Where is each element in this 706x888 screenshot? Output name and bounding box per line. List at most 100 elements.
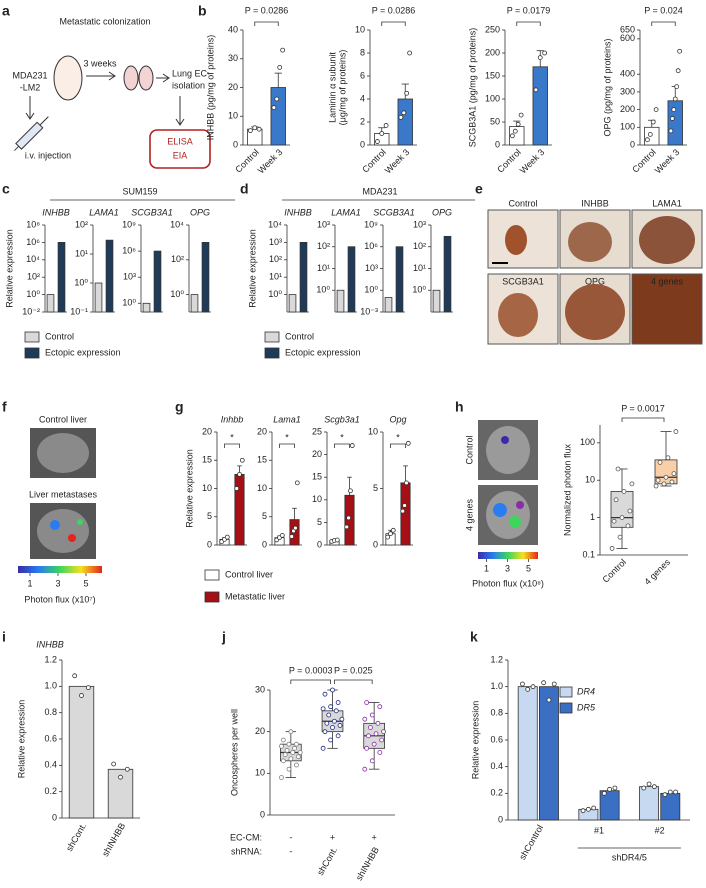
y-tick-label: 25 [312, 426, 322, 436]
y-tick-label: 2 [360, 116, 365, 126]
y-tick-label: 10⁹ [122, 219, 136, 229]
panel-label: g [175, 399, 184, 415]
data-point [601, 790, 607, 796]
y-tick-label: 0 [260, 809, 265, 819]
significance-bracket [334, 443, 350, 448]
significance-label: * [396, 432, 400, 442]
data-point [324, 720, 330, 726]
subplot-title: SCGB3A1 [131, 207, 173, 217]
data-point [368, 725, 373, 730]
data-point [346, 515, 351, 521]
bar [432, 289, 441, 313]
y-tick-label: 50 [490, 116, 500, 126]
data-point [292, 745, 297, 751]
signal [50, 520, 60, 530]
y-axis-label: Oncospheres per well [229, 709, 239, 796]
data-point [335, 700, 341, 705]
image-label: LAMA1 [652, 198, 682, 208]
data-point [279, 743, 284, 749]
y-tick-label: 10 [202, 483, 212, 493]
panel-h-images [478, 420, 538, 559]
panel-label: f [2, 399, 7, 415]
bar [201, 241, 210, 313]
data-point [401, 110, 407, 116]
y-tick-label: 40 [228, 24, 238, 34]
data-point [404, 480, 409, 486]
arrow [175, 96, 185, 126]
y-tick-label: 0 [233, 139, 238, 149]
y-tick-label: 0 [317, 539, 322, 549]
chart-title: INHBB [36, 639, 64, 649]
data-point [609, 546, 615, 551]
bar [234, 473, 245, 546]
data-point [280, 737, 286, 743]
legend-swatch [24, 347, 40, 359]
y-tick-label: 0.6 [490, 734, 503, 744]
y-tick-label: 5 [207, 511, 212, 521]
stain [565, 284, 625, 340]
y-tick-label: 10⁶ [26, 237, 40, 247]
y-tick-label: 650 [620, 24, 635, 34]
x-tick-label: #2 [655, 825, 665, 835]
colorbar-label: Photon flux (x10⁷) [24, 594, 95, 604]
y-tick-label: 20 [228, 82, 238, 92]
data-point [402, 503, 407, 508]
chart-title: SUM159 [122, 186, 157, 196]
y-tick-label: 10¹ [317, 263, 330, 273]
y-tick-label: 0.8 [44, 707, 57, 717]
bar [395, 246, 404, 313]
y-tick-label: 10⁰ [122, 298, 136, 308]
significance-bracket [651, 21, 676, 26]
colorbar-tick-label: 1 [484, 563, 489, 573]
data-point [662, 792, 668, 798]
bar [532, 66, 548, 146]
y-tick-label: 600 [620, 33, 635, 43]
data-point [373, 731, 379, 737]
data-point [551, 681, 557, 687]
colorbar-tick-label: 3 [55, 578, 60, 588]
row-value: shCont. [315, 845, 339, 877]
panel-f-images [18, 428, 102, 573]
y-tick-label: 10 [255, 768, 265, 778]
y-tick-label: 5 [317, 517, 322, 527]
step-label: Lung EC [172, 68, 208, 78]
y-tick-label: 250 [485, 24, 500, 34]
signal [493, 503, 507, 517]
y-tick-label: 0 [498, 814, 503, 824]
data-point [629, 481, 635, 487]
data-point [663, 474, 669, 480]
signal [516, 501, 524, 509]
row-label: EC-CM: [230, 832, 262, 842]
y-axis-label: Normalized photon flux [562, 443, 572, 536]
y-tick-label: 10¹ [413, 263, 426, 273]
legend-label: Metastatic liver [225, 591, 285, 601]
data-point [509, 133, 515, 139]
data-point [647, 131, 653, 137]
y-tick-label: 10² [171, 254, 184, 264]
y-tick-label: 10 [585, 475, 595, 485]
data-point [374, 139, 380, 144]
data-point [515, 121, 521, 127]
data-point [651, 784, 657, 790]
panel-e-images [487, 209, 703, 345]
bar [270, 87, 286, 146]
data-point [388, 531, 393, 537]
y-tick-label: 20 [257, 426, 267, 436]
colorbar [18, 566, 102, 573]
legend-label: DR5 [577, 702, 596, 712]
y-tick-label: 5 [373, 483, 378, 493]
data-point [669, 479, 675, 485]
subplot-title: Lama1 [273, 414, 301, 424]
y-axis-label: INHBB (pg/mg of proteins) [205, 35, 215, 141]
data-point [665, 455, 671, 461]
y-tick-label: 10² [413, 241, 426, 251]
x-tick-label: Week 3 [256, 147, 285, 176]
data-point [320, 745, 326, 751]
data-point [284, 748, 290, 753]
panel-label: a [2, 3, 10, 19]
data-point [669, 116, 675, 121]
arrow [86, 71, 116, 81]
data-point [520, 681, 525, 687]
data-point [344, 524, 350, 530]
colorbar-tick-label: 5 [83, 578, 88, 588]
